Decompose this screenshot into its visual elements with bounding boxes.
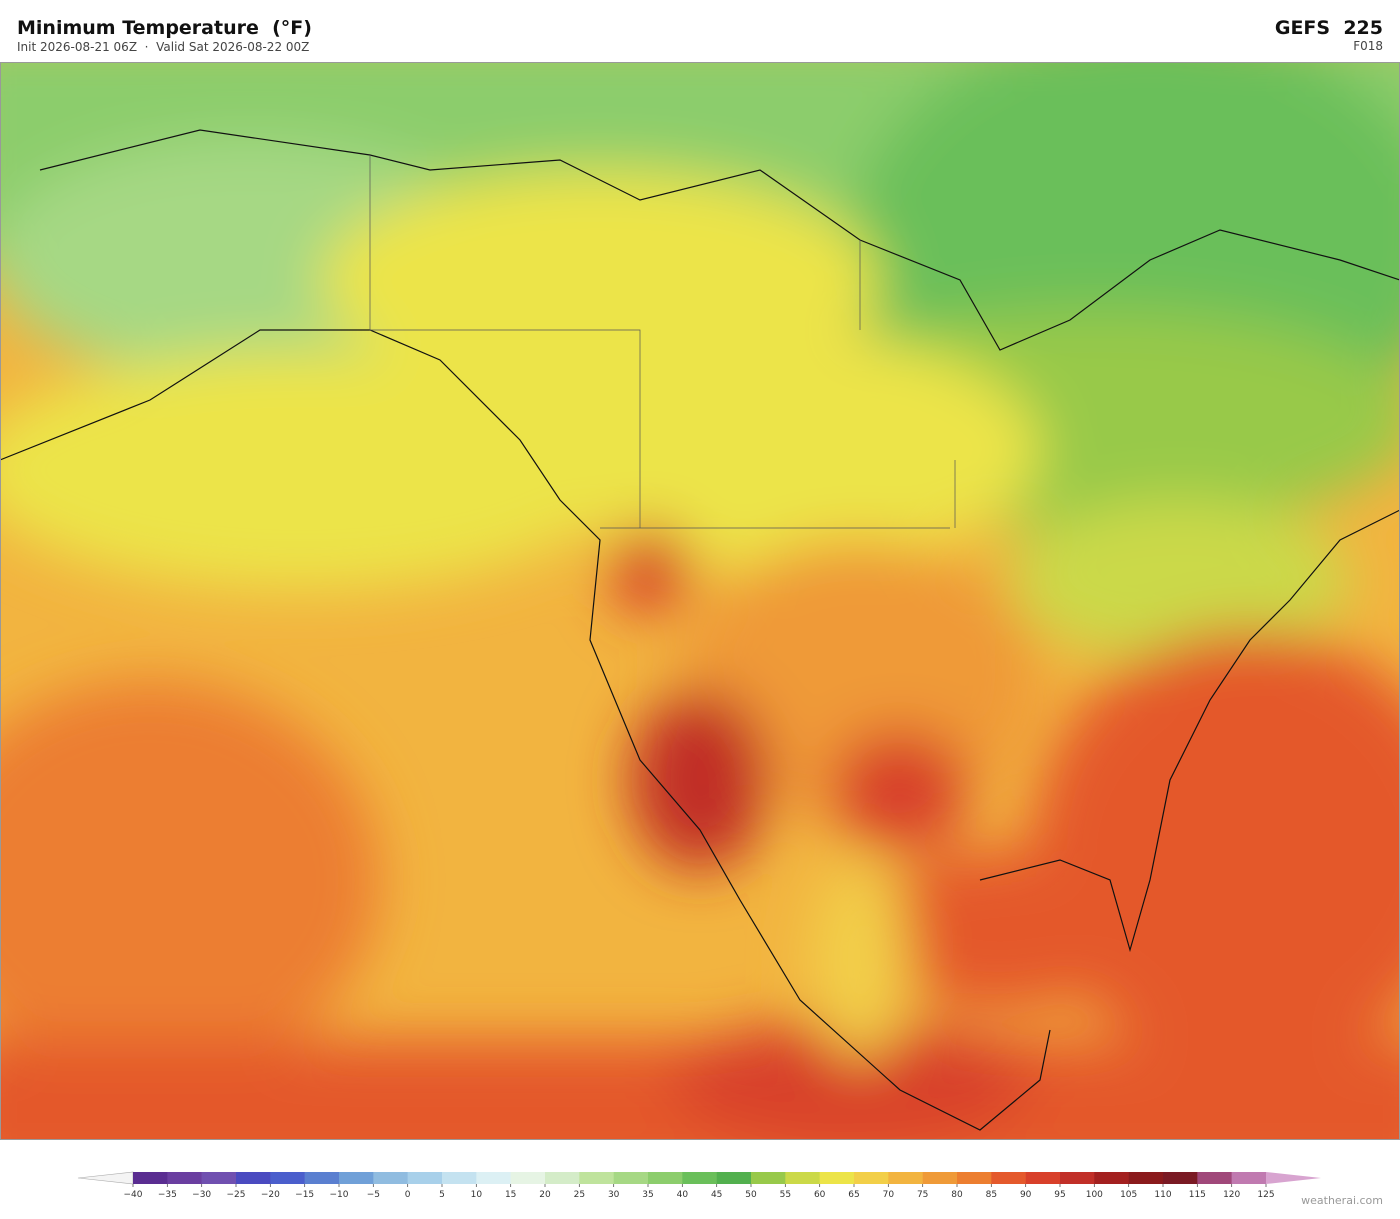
borders [369,155,956,529]
colorbar-swatch [1163,1172,1198,1184]
colorbar-swatch [1025,1172,1061,1184]
colorbar-tick-label: −10 [330,1190,349,1200]
colorbar-swatch [304,1172,340,1184]
colorbar-tick-label: 75 [917,1190,928,1200]
colorbar-tick-label: 90 [1020,1190,1032,1200]
colorbar-tick-label: 20 [539,1190,551,1200]
colorbar-swatch [407,1172,443,1184]
colorbar-swatch [270,1172,305,1184]
model: GEFS 225 [1275,17,1383,39]
colorbar-swatch [1128,1172,1164,1184]
subtitle: Init 2026-08-21 06Z · Valid Sat 2026-08-… [17,40,309,54]
colorbar-tick-label: 5 [439,1190,445,1200]
colorbar-tick-label: 25 [574,1190,585,1200]
colorbar-tick-label: −15 [295,1190,314,1200]
colorbar-swatch [1094,1172,1129,1184]
colorbar-swatch [133,1172,168,1184]
colorbar-tick-label: 65 [848,1190,859,1200]
colorbar-tick-label: 15 [505,1190,516,1200]
colorbar-tick-label: 0 [405,1190,411,1200]
colorbar-tick-label: 30 [608,1190,620,1200]
colorbar-swatch [339,1172,374,1184]
colorbar-swatch [236,1172,271,1184]
colorbar-over [1266,1172,1321,1184]
colorbar-tick-label: 55 [780,1190,791,1200]
colorbar-swatch [991,1172,1026,1184]
title: Minimum Temperature (°F) [17,17,312,39]
colorbar-tick-label: 40 [677,1190,689,1200]
colorbar-swatch [854,1172,889,1184]
colorbar-swatch [545,1172,580,1184]
colorbar-tick-label: −20 [261,1190,280,1200]
colorbar-tick-label: 50 [745,1190,757,1200]
colorbar-swatch [476,1172,511,1184]
colorbar-tick-label: 95 [1054,1190,1065,1200]
colorbar-tick-label: −25 [227,1190,246,1200]
colorbar-tick-label: −30 [192,1190,211,1200]
colorbar-swatch [613,1172,649,1184]
colorbar-swatch [785,1172,820,1184]
colorbar-under [77,1171,134,1185]
colorbar-tick-label: 60 [814,1190,826,1200]
colorbar-swatch [373,1172,408,1184]
colorbar-swatch [167,1172,202,1184]
colorbar-tick-label: −40 [124,1190,143,1200]
colorbar-tick-label: 70 [883,1190,895,1200]
colorbar-swatch [1231,1172,1267,1184]
colorbar-swatch [648,1172,683,1184]
colorbar-swatch [579,1172,614,1184]
colorbar: −40 −35 −30 −25 −20 −15 −10 −5 0 5 10 15 20 25 30 35 40 4… [77,1171,1321,1200]
colorbar-swatch [819,1172,855,1184]
map [0,62,1400,1140]
colorbar-swatch [442,1172,477,1184]
colorbar-tick-label: 100 [1086,1190,1103,1200]
colorbar-swatch [957,1172,992,1184]
colorbar-tick-label: 125 [1257,1190,1274,1200]
colorbar-tick-label: −35 [158,1190,177,1200]
credit: weatherai.com [1301,1194,1383,1207]
colorbar-tick-label: 45 [711,1190,722,1200]
colorbar-tick-label: 115 [1189,1190,1206,1200]
colorbar-tick-label: 85 [986,1190,997,1200]
colorbar-swatch [201,1172,237,1184]
colorbar-swatch [1060,1172,1095,1184]
colorbar-tick-label: 35 [642,1190,653,1200]
colorbar-tick-label: 105 [1120,1190,1137,1200]
colorbar-tick-label: 80 [951,1190,963,1200]
colorbar-swatch [888,1172,923,1184]
colorbar-swatch [922,1172,958,1184]
colorbar-swatch [751,1172,786,1184]
colorbar-tick-label: 120 [1223,1190,1240,1200]
colorbar-swatch [1197,1172,1232,1184]
colorbar-swatch [716,1172,752,1184]
colorbar-swatch [682,1172,717,1184]
forecast-hour: F018 [1353,39,1383,53]
colorbar-tick-label: −5 [367,1190,380,1200]
colorbar-tick-label: 110 [1154,1190,1171,1200]
colorbar-swatch [510,1172,546,1184]
colorbar-tick-label: 10 [471,1190,483,1200]
